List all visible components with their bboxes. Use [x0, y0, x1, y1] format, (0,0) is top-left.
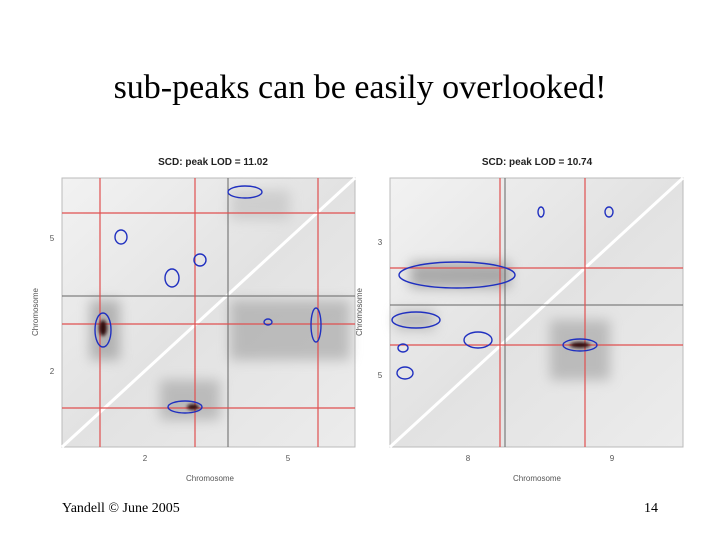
x-axis-label: Chromosome: [186, 474, 235, 483]
y-axis-label: Chromosome: [31, 287, 40, 336]
y-tick-label: 2: [50, 367, 55, 376]
page-number: 14: [644, 501, 658, 516]
y-axis-label: Chromosome: [355, 287, 364, 336]
heatmap-right: [388, 176, 685, 449]
x-tick-label: 2: [143, 454, 148, 463]
x-axis-label: Chromosome: [513, 474, 562, 483]
y-tick-label: 3: [378, 238, 383, 247]
panel-title: SCD: peak LOD = 11.02: [158, 157, 268, 168]
x-tick-label: 8: [466, 454, 471, 463]
slide-title: sub-peaks can be easily overlooked!: [114, 69, 607, 106]
x-tick-label: 9: [610, 454, 615, 463]
heatmap-left: [60, 176, 357, 449]
y-tick-label: 5: [378, 371, 383, 380]
x-tick-label: 5: [286, 454, 291, 463]
panel-title: SCD: peak LOD = 10.74: [482, 157, 593, 168]
y-tick-label: 5: [50, 234, 55, 243]
footer: Yandell © June 2005: [62, 501, 180, 516]
